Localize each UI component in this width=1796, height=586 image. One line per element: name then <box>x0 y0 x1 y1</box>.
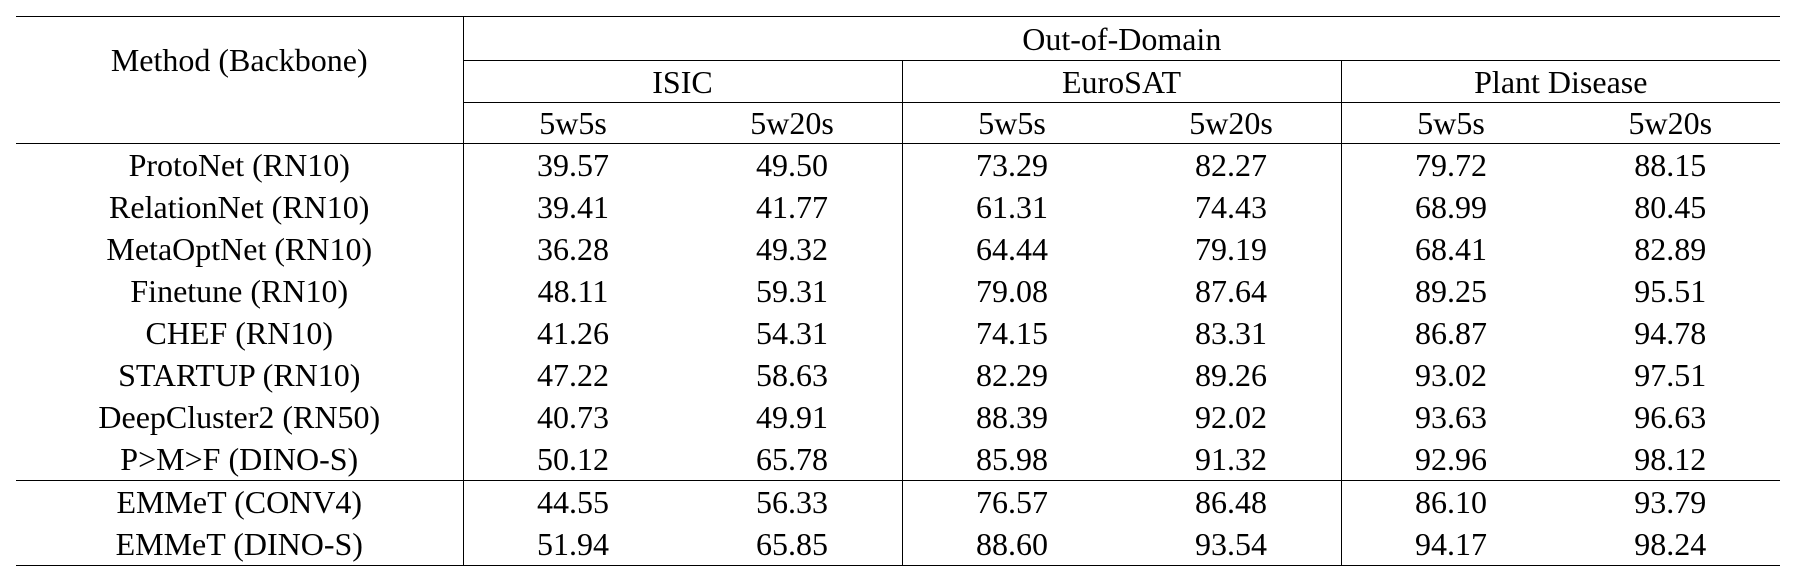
method-cell: EMMeT (CONV4) <box>16 480 464 523</box>
table-row: RelationNet (RN10) 39.41 41.77 61.31 74.43 68… <box>16 186 1780 228</box>
table-body: ProtoNet (RN10) 39.57 49.50 73.29 82.27 79.72… <box>16 143 1781 566</box>
value-cell: 40.73 <box>537 399 609 435</box>
dataset-header-eurosat: EuroSAT <box>902 60 1342 103</box>
value-cell: 86.48 <box>1121 480 1342 523</box>
value-cell: 97.51 <box>1634 357 1707 393</box>
value-cell: 87.64 <box>1121 270 1342 312</box>
value-cell: 39.41 <box>537 189 609 225</box>
value-cell: 83.31 <box>1121 312 1342 354</box>
value-cell: 85.98 <box>976 441 1048 477</box>
value-cell: 74.15 <box>976 315 1048 351</box>
method-cell: RelationNet (RN10) <box>16 186 464 228</box>
value-cell: 79.19 <box>1121 228 1342 270</box>
value-cell: 36.28 <box>537 231 609 267</box>
value-cell: 79.08 <box>976 273 1048 309</box>
setting-header: 5w20s <box>1121 102 1342 144</box>
table-row: Finetune (RN10) 48.11 59.31 79.08 87.64 89.25… <box>16 270 1780 312</box>
method-header-spacer <box>16 102 464 144</box>
table-row: MetaOptNet (RN10) 36.28 49.32 64.44 79.19 68.… <box>16 228 1780 270</box>
value-cell: 94.78 <box>1634 315 1707 351</box>
value-cell: 56.33 <box>682 480 903 523</box>
value-cell: 82.27 <box>1121 143 1342 186</box>
value-cell: 86.10 <box>1341 480 1561 523</box>
value-cell: 96.63 <box>1634 399 1707 435</box>
setting-header: 5w5s <box>539 105 607 141</box>
value-cell: 98.24 <box>1560 523 1781 566</box>
table-row: DeepCluster2 (RN50) 40.73 49.91 88.39 92.02 9… <box>16 396 1780 438</box>
setting-header: 5w5s <box>1417 105 1485 141</box>
value-cell: 44.55 <box>463 480 683 523</box>
value-cell: 93.63 <box>1415 399 1487 435</box>
table-row: EMMeT (DINO-S) 51.94 65.85 88.60 93.54 94.17 9… <box>16 523 1781 566</box>
table-row: P>M>F (DINO-S) 50.12 65.78 85.98 91.32 92.96 9… <box>16 438 1780 481</box>
table-row: CHEF (RN10) 41.26 54.31 74.15 83.31 86.87 94.7… <box>16 312 1780 354</box>
value-cell: 82.29 <box>976 357 1048 393</box>
value-cell: 94.17 <box>1341 523 1561 566</box>
value-cell: 41.26 <box>537 315 609 351</box>
value-cell: 49.50 <box>682 143 903 186</box>
value-cell: 82.89 <box>1634 231 1707 267</box>
method-cell: DeepCluster2 (RN50) <box>16 396 464 438</box>
table-row: ProtoNet (RN10) 39.57 49.50 73.29 82.27 79.72… <box>16 143 1781 186</box>
header-row-domain: Method (Backbone) Out-of-Domain <box>16 16 1781 103</box>
value-cell: 79.72 <box>1341 143 1561 186</box>
value-cell: 41.77 <box>682 186 903 228</box>
value-cell: 65.78 <box>682 438 903 481</box>
value-cell: 49.32 <box>682 228 903 270</box>
value-cell: 58.63 <box>682 354 903 396</box>
value-cell: 80.45 <box>1634 189 1707 225</box>
value-cell: 64.44 <box>976 231 1048 267</box>
value-cell: 88.39 <box>976 399 1048 435</box>
dataset-header-isic: ISIC <box>463 60 903 103</box>
method-cell: STARTUP (RN10) <box>16 354 464 396</box>
value-cell: 93.54 <box>1121 523 1342 566</box>
method-cell: EMMeT (DINO-S) <box>16 523 464 566</box>
value-cell: 93.02 <box>1415 357 1487 393</box>
setting-header: 5w20s <box>682 102 903 144</box>
method-cell: P>M>F (DINO-S) <box>16 438 464 481</box>
value-cell: 47.22 <box>537 357 609 393</box>
method-cell: Finetune (RN10) <box>16 270 464 312</box>
value-cell: 51.94 <box>463 523 683 566</box>
value-cell: 73.29 <box>902 143 1122 186</box>
method-cell: MetaOptNet (RN10) <box>16 228 464 270</box>
value-cell: 59.31 <box>682 270 903 312</box>
value-cell: 49.91 <box>682 396 903 438</box>
value-cell: 89.26 <box>1121 354 1342 396</box>
header-row-datasets: ISIC EuroSAT Plant Disease <box>16 60 1781 103</box>
value-cell: 91.32 <box>1121 438 1342 481</box>
value-cell: 65.85 <box>682 523 903 566</box>
value-cell: 74.43 <box>1121 186 1342 228</box>
value-cell: 39.57 <box>463 143 683 186</box>
value-cell: 50.12 <box>537 441 609 477</box>
method-cell: CHEF (RN10) <box>16 312 464 354</box>
value-cell: 88.15 <box>1560 143 1781 186</box>
value-cell: 68.99 <box>1415 189 1487 225</box>
value-cell: 95.51 <box>1634 273 1707 309</box>
value-cell: 68.41 <box>1415 231 1487 267</box>
value-cell: 92.96 <box>1415 441 1487 477</box>
table-row: STARTUP (RN10) 47.22 58.63 82.29 89.26 93.02 9… <box>16 354 1780 396</box>
value-cell: 89.25 <box>1415 273 1487 309</box>
value-cell: 54.31 <box>682 312 903 354</box>
value-cell: 92.02 <box>1121 396 1342 438</box>
domain-header: Out-of-Domain <box>463 16 1781 61</box>
method-column-header: Method (Backbone) <box>16 16 464 103</box>
value-cell: 76.57 <box>902 480 1122 523</box>
method-cell: ProtoNet (RN10) <box>16 143 464 186</box>
value-cell: 93.79 <box>1560 480 1781 523</box>
setting-header: 5w5s <box>978 105 1046 141</box>
value-cell: 98.12 <box>1634 441 1707 477</box>
table-row: EMMeT (CONV4) 44.55 56.33 76.57 86.48 86.10 93… <box>16 480 1781 523</box>
setting-header: 5w20s <box>1628 105 1713 141</box>
header-row-settings: 5w5s 5w20s 5w5s 5w20s 5w5s 5w20s <box>16 102 1780 144</box>
value-cell: 88.60 <box>902 523 1122 566</box>
value-cell: 48.11 <box>537 273 609 309</box>
value-cell: 61.31 <box>976 189 1048 225</box>
value-cell: 86.87 <box>1415 315 1487 351</box>
results-table: Method (Backbone) Out-of-Domain ISIC Eur… <box>16 16 1781 566</box>
dataset-header-plant-disease: Plant Disease <box>1341 60 1781 103</box>
